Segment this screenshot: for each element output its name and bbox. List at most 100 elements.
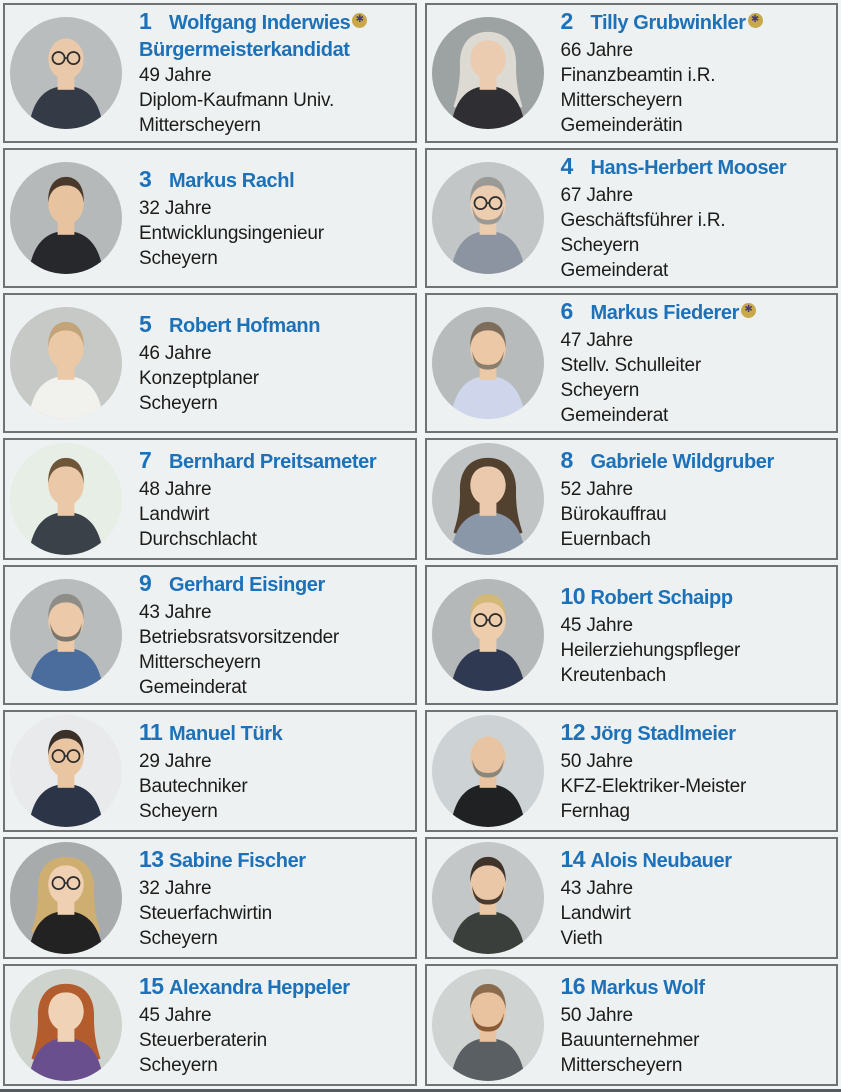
person-silhouette-icon bbox=[10, 842, 122, 954]
candidate-detail: 67 Jahre bbox=[560, 185, 634, 206]
candidate-number: 8 bbox=[560, 446, 574, 473]
candidate-detail: 45 Jahre bbox=[560, 614, 634, 636]
candidate-name: Gabriele Wildgruber bbox=[590, 450, 775, 473]
candidate-card: 13 Sabine Fischer 32 Jahre Steuerfachwirt… bbox=[3, 837, 417, 959]
candidate-card: 14 Alois Neubauer 43 Jahre Landwirt Vieth bbox=[424, 837, 838, 959]
candidate-detail: Mitterscheyern bbox=[560, 1054, 683, 1076]
candidate-number: 13 bbox=[139, 845, 164, 872]
candidate-info: 15 Alexandra Heppeler 45 Jahre Steuerbera… bbox=[139, 973, 350, 1078]
candidate-card: 7 Bernhard Preitsameter 48 Jahre Landwirt… bbox=[3, 438, 417, 560]
candidate-card: 15 Alexandra Heppeler 45 Jahre Steuerbera… bbox=[3, 964, 417, 1086]
candidate-detail: Stellv. Schulleiter bbox=[560, 355, 702, 376]
candidate-detail: Betriebsratsvorsitzender bbox=[139, 627, 340, 648]
candidate-name: Markus Fiederer bbox=[590, 302, 740, 324]
candidate-card: 4 Hans-Herbert Mooser 67 Jahre Geschäftsf… bbox=[424, 148, 838, 288]
candidate-info: 11 Manuel Türk 29 Jahre Bautechniker Sche… bbox=[139, 718, 283, 824]
candidate-name-line: 7 Bernhard Preitsameter bbox=[139, 446, 377, 477]
person-silhouette-icon bbox=[431, 715, 544, 827]
candidate-detail: 66 Jahre bbox=[560, 40, 634, 61]
candidate-number: 12 bbox=[560, 718, 586, 745]
candidate-detail: 50 Jahre bbox=[560, 1004, 634, 1026]
candidate-name: Jörg Stadlmeier bbox=[590, 722, 737, 745]
candidate-detail: 43 Jahre bbox=[560, 877, 634, 899]
candidate-detail: Euernbach bbox=[560, 528, 651, 550]
candidate-detail: Bautechniker bbox=[139, 775, 248, 797]
candidate-number: 14 bbox=[560, 845, 586, 872]
candidate-detail: Mitterscheyern bbox=[560, 90, 683, 111]
candidate-card: 5 Robert Hofmann 46 Jahre Konzeptplaner S… bbox=[3, 293, 417, 433]
person-silhouette-icon bbox=[10, 715, 122, 827]
candidate-info: 1 Wolfgang Inderwies ✱ Bürgermeisterkandid… bbox=[139, 8, 368, 138]
candidate-number: 10 bbox=[560, 582, 586, 609]
candidate-name: Alois Neubauer bbox=[590, 849, 733, 872]
candidate-detail: 45 Jahre bbox=[139, 1004, 212, 1026]
candidate-info: 12 Jörg Stadlmeier 50 Jahre KFZ-Elektrike… bbox=[561, 719, 747, 824]
candidate-number: 2 bbox=[560, 8, 574, 34]
candidate-name-line: 9 Gerhard Eisinger bbox=[139, 570, 339, 600]
candidate-detail: Landwirt bbox=[139, 503, 210, 525]
person-silhouette-icon bbox=[431, 842, 544, 954]
candidate-number: 3 bbox=[139, 165, 152, 192]
candidate-name: Robert Hofmann bbox=[169, 314, 321, 337]
candidate-photo bbox=[10, 443, 122, 555]
candidate-name-line: 13 Sabine Fischer bbox=[139, 846, 306, 876]
candidate-info: 4 Hans-Herbert Mooser 67 Jahre Geschäftsf… bbox=[561, 153, 787, 283]
candidate-photo bbox=[431, 715, 544, 827]
candidate-name: Bernhard Preitsameter bbox=[169, 450, 377, 473]
candidate-number: 1 bbox=[139, 8, 152, 34]
candidate-detail: 50 Jahre bbox=[560, 750, 634, 772]
candidate-info: 6 Markus Fiederer ✱ 47 Jahre Stellv. Schul… bbox=[561, 298, 757, 428]
candidate-info: 8 Gabriele Wildgruber 52 Jahre Bürokauffr… bbox=[560, 446, 775, 552]
candidate-detail: Gemeinderat bbox=[560, 260, 669, 281]
candidate-info: 16 Markus Wolf 50 Jahre Bauunternehmer Mi… bbox=[560, 972, 706, 1078]
candidate-name-line: 15 Alexandra Heppeler bbox=[139, 973, 350, 1003]
candidate-photo bbox=[431, 842, 544, 954]
candidate-info: 10 Robert Schaipp 45 Jahre Heilerziehungs… bbox=[561, 583, 741, 688]
candidate-photo bbox=[10, 715, 122, 827]
person-silhouette-icon bbox=[431, 443, 544, 555]
candidate-card: 1 Wolfgang Inderwies ✱ Bürgermeisterkandid… bbox=[3, 3, 417, 143]
candidate-number: 16 bbox=[560, 972, 586, 999]
candidate-number: 11 bbox=[139, 718, 163, 745]
candidate-photo bbox=[431, 579, 544, 691]
person-silhouette-icon bbox=[10, 162, 122, 274]
candidate-name: Manuel Türk bbox=[169, 722, 283, 745]
candidate-detail: Scheyern bbox=[139, 247, 218, 269]
candidate-detail: Konzeptplaner bbox=[139, 367, 259, 389]
candidate-name: Gerhard Eisinger bbox=[169, 574, 325, 596]
person-silhouette-icon bbox=[10, 307, 122, 419]
candidate-detail: Scheyern bbox=[139, 1054, 218, 1076]
candidate-info: 13 Sabine Fischer 32 Jahre Steuerfachwirt… bbox=[139, 846, 306, 951]
candidate-detail: 46 Jahre bbox=[139, 342, 212, 364]
person-silhouette-icon bbox=[431, 307, 544, 419]
candidate-card: 2 Tilly Grubwinkler ✱ 66 Jahre Finanzbeamt… bbox=[424, 3, 838, 143]
candidate-detail: 43 Jahre bbox=[139, 602, 212, 623]
candidate-name-line: 1 Wolfgang Inderwies ✱ bbox=[139, 8, 368, 38]
candidate-detail: Steuerfachwirtin bbox=[139, 902, 273, 924]
candidate-name-line: 5 Robert Hofmann bbox=[139, 311, 320, 341]
candidate-number: 4 bbox=[560, 153, 574, 179]
candidate-name-line: 8 Gabriele Wildgruber bbox=[560, 446, 775, 477]
person-silhouette-icon bbox=[431, 579, 544, 691]
candidate-info: 5 Robert Hofmann 46 Jahre Konzeptplaner S… bbox=[139, 311, 320, 416]
candidate-info: 2 Tilly Grubwinkler ✱ 66 Jahre Finanzbeamt… bbox=[561, 8, 763, 138]
candidate-number: 7 bbox=[139, 446, 152, 473]
candidate-photo bbox=[431, 443, 544, 555]
candidate-name-line: 10 Robert Schaipp bbox=[561, 583, 741, 613]
candidate-detail: Landwirt bbox=[560, 902, 631, 924]
candidate-info: 9 Gerhard Eisinger 43 Jahre Betriebsratsv… bbox=[139, 570, 339, 700]
candidate-detail: Gemeinderätin bbox=[560, 115, 683, 136]
candidate-name-line: 16 Markus Wolf bbox=[560, 972, 706, 1003]
candidate-name-line: 14 Alois Neubauer bbox=[560, 845, 733, 876]
candidate-detail: 52 Jahre bbox=[560, 478, 634, 500]
candidate-detail: Kreutenbach bbox=[560, 664, 667, 686]
candidate-name: Wolfgang Inderwies bbox=[169, 12, 351, 34]
candidate-detail: Diplom-Kaufmann Univ. bbox=[139, 90, 335, 111]
candidate-card: 3 Markus Rachl 32 Jahre Entwicklungsingen… bbox=[3, 148, 417, 288]
candidate-number: 9 bbox=[139, 570, 152, 596]
star-badge-icon: ✱ bbox=[741, 302, 757, 318]
candidate-detail: Scheyern bbox=[560, 380, 640, 401]
person-silhouette-icon bbox=[10, 443, 122, 555]
candidate-card: 6 Markus Fiederer ✱ 47 Jahre Stellv. Schul… bbox=[424, 293, 838, 433]
